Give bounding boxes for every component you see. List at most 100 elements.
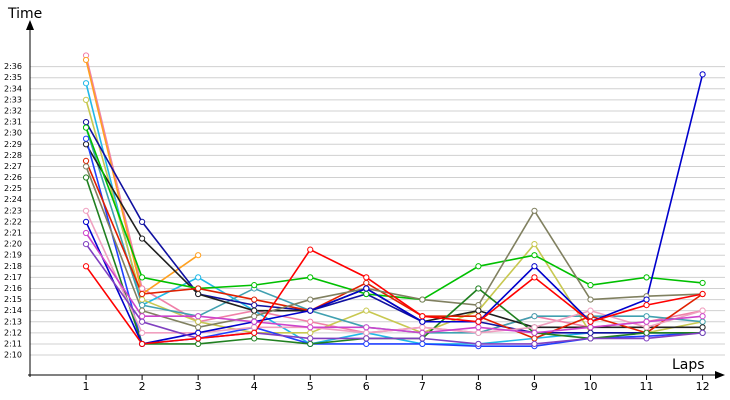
y-tick-label: 2:35 [4,73,22,82]
point [419,340,426,348]
point [138,318,146,325]
x-tick-label: 4 [251,380,258,393]
point [419,329,426,336]
point [643,335,650,342]
point [587,329,594,336]
y-tick-label: 2:11 [4,339,22,348]
y-tick-label: 2:20 [4,240,22,249]
point [307,307,314,314]
point [138,285,146,292]
y-tick-label: 2:27 [4,162,22,171]
point [138,274,146,281]
point [531,340,538,348]
x-axis-label: Laps [672,357,705,373]
x-tick-label: 5 [307,380,314,393]
y-tick-label: 2:22 [4,217,22,226]
point [363,324,370,331]
y-tick-label: 2:16 [4,284,22,293]
x-tick-label: 3 [195,380,202,393]
point [419,335,426,342]
point [82,207,90,214]
point [307,296,314,303]
point [138,290,146,298]
point [307,324,314,331]
point [587,296,594,303]
y-tick-label: 2:31 [4,118,22,127]
y-tick-label: 2:25 [4,184,22,193]
point [363,340,370,348]
point [475,307,482,314]
point [82,135,90,142]
point [475,302,482,309]
series-line [85,232,703,334]
point [251,296,258,303]
point [475,340,482,348]
y-tick-label: 2:19 [4,251,22,260]
point [138,296,146,303]
y-tick-label: 2:29 [4,140,22,149]
point [419,318,426,325]
point [699,318,706,325]
point [82,118,90,126]
point [587,307,594,314]
x-tick-label: 6 [363,380,370,393]
point [643,296,650,303]
point [138,313,146,320]
series-line [85,166,703,329]
series-line [85,138,703,347]
point [195,318,202,325]
point [195,274,202,281]
point [307,329,314,336]
y-axis-arrow [26,20,34,30]
point [363,279,370,287]
point [475,285,482,292]
point [82,124,90,131]
point [587,282,594,289]
point [251,302,258,309]
point [307,335,314,342]
point [643,313,650,320]
y-tick-label: 2:26 [4,173,22,182]
point [82,56,90,64]
point [363,290,370,298]
point [531,313,538,320]
y-tick-label: 2:21 [4,229,22,238]
point [307,318,314,325]
x-tick-label: 7 [419,380,426,393]
point [195,285,202,292]
point [699,324,706,331]
y-tick-label: 2:36 [4,62,22,71]
point [363,274,370,281]
y-tick-label: 2:24 [4,195,22,204]
point [699,279,706,287]
x-tick-label: 12 [696,380,710,393]
point [531,329,538,336]
point [531,252,538,259]
point [195,340,202,348]
point [363,335,370,342]
point [251,324,258,331]
point [419,324,426,331]
point [643,302,650,309]
point [82,218,90,226]
point [531,263,538,270]
point [251,335,258,342]
series-line [85,243,703,345]
point [195,324,202,331]
point [251,282,258,289]
y-axis-label: Time [7,6,42,22]
series-line [85,55,703,334]
x-tick-label: 11 [640,380,654,393]
point [475,263,482,270]
point [419,313,426,320]
x-tick-label: 2 [139,380,146,393]
point [587,313,594,320]
point [138,218,146,226]
point [699,329,706,336]
point [531,274,538,281]
x-tick-label: 8 [475,380,482,393]
point [251,318,258,325]
point [699,307,706,314]
